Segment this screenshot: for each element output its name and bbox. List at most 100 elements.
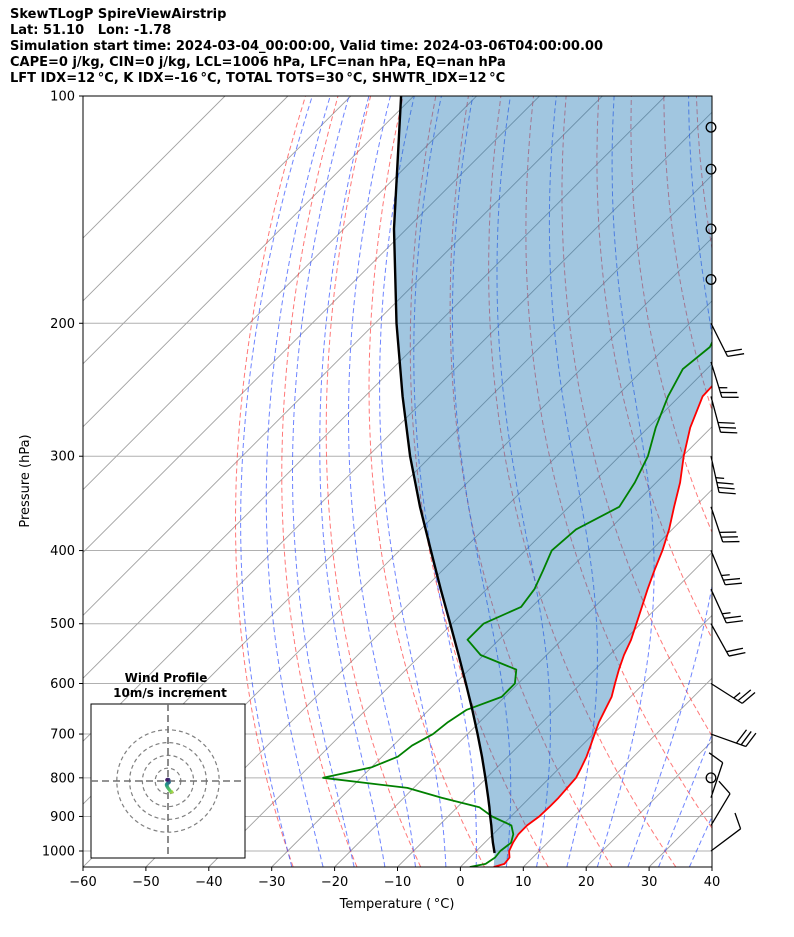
- y-tick-label: 500: [50, 617, 75, 632]
- barb-feather: [725, 582, 742, 586]
- dry-adiabat: [325, 96, 422, 867]
- y-tick-label: 300: [50, 450, 75, 465]
- y-axis-label: Pressure (hPa): [18, 434, 33, 527]
- barb-staff: [710, 762, 724, 798]
- wind-barb: [710, 682, 756, 704]
- chart-header: SkewTLogP SpireViewAirstrip Lat: 51.10 L…: [10, 7, 603, 87]
- dry-adiabat: [663, 96, 712, 412]
- x-tick-label: 10: [515, 875, 532, 890]
- barb-staff: [710, 623, 730, 657]
- wind-barb: [705, 223, 717, 235]
- wind-barb: [710, 812, 742, 852]
- barb-feather: [708, 752, 724, 764]
- wind-barb: [705, 163, 717, 175]
- moist-adiabat: [348, 96, 416, 867]
- axes: −60 −50 −40 −30 −20 −10 0 10 20 30 40 100 200 300 400 5…: [42, 90, 720, 891]
- isotherm-line: [83, 96, 477, 491]
- dry-adiabat: [368, 96, 485, 867]
- isotherm-line: [711, 866, 712, 867]
- barb-staff: [710, 588, 727, 624]
- plot-area: [83, 96, 794, 867]
- isotherm-line: [334, 488, 712, 867]
- hodograph-title: Wind Profile: [125, 671, 208, 685]
- chart-title: SkewTLogP SpireViewAirstrip: [10, 7, 227, 22]
- isotherm-line: [83, 96, 666, 679]
- x-tick-label: −60: [69, 875, 96, 890]
- barb-feather: [735, 729, 748, 744]
- calm-wind-marker: [705, 121, 717, 133]
- barb-feather: [724, 615, 741, 619]
- dry-adiabat: [762, 96, 794, 867]
- dry-adiabat: [281, 96, 358, 867]
- wind-barb: [710, 623, 746, 657]
- barb-feather: [718, 780, 731, 795]
- barb-feather: [716, 481, 734, 485]
- wind-barb: [705, 274, 717, 285]
- cin-shaded-area: [394, 96, 712, 867]
- barb-feather: [718, 491, 736, 495]
- barb-feather: [740, 731, 752, 746]
- dry-adiabat: [596, 96, 712, 640]
- hodograph-inner: [91, 704, 245, 858]
- dry-adiabat: [488, 96, 677, 867]
- isotherm-line: [522, 677, 712, 867]
- x-tick-label: −50: [132, 875, 159, 890]
- moist-adiabat: [548, 96, 598, 867]
- moist-adiabat: [451, 96, 512, 867]
- barb-feather: [717, 486, 735, 490]
- cape-text: CAPE=0 j/kg, CIN=0 j/kg, LCL=1006 hPa, L…: [10, 55, 506, 70]
- x-tick-label: −30: [258, 875, 285, 890]
- wind-barbs: [705, 121, 757, 852]
- isotherm-line: [208, 363, 712, 867]
- moist-adiabat: [413, 96, 477, 867]
- barb-feather: [741, 692, 756, 704]
- calm-wind-marker: [705, 223, 717, 235]
- moist-adiabat: [596, 96, 655, 867]
- barb-feather: [723, 577, 741, 581]
- barb-staff: [710, 322, 729, 357]
- barb-half-feather: [733, 692, 741, 699]
- time-text: Simulation start time: 2024-03-04_00:00:…: [10, 39, 603, 54]
- calm-wind-marker: [705, 163, 717, 175]
- barb-staff: [710, 793, 731, 826]
- wind-barb: [710, 361, 739, 398]
- calm-wind-marker: [705, 772, 717, 784]
- wind-barb: [710, 456, 736, 495]
- isotherm-line: [145, 300, 712, 867]
- location-text: Lat: 51.10 Lon: -1.78: [10, 23, 172, 38]
- moist-adiabat: [319, 96, 386, 867]
- wind-barb: [710, 322, 745, 358]
- x-tick-label: −20: [321, 875, 348, 890]
- dry-adiabat: [561, 96, 712, 737]
- barb-staff: [710, 682, 743, 704]
- barb-feather: [737, 689, 752, 702]
- temperature-line: [493, 384, 712, 867]
- barb-feather: [720, 431, 738, 434]
- barb-staff: [710, 506, 724, 543]
- isotherm-line: [83, 96, 226, 239]
- dry-adiabat: [729, 96, 794, 867]
- barb-half-feather: [721, 574, 730, 577]
- dry-adiabat: [235, 96, 306, 867]
- isotherm-line: [775, 96, 794, 867]
- wind-barb: [710, 396, 738, 434]
- isotherm-line: [83, 96, 540, 554]
- wind-barb: [710, 729, 757, 748]
- wind-barb: [705, 121, 717, 133]
- barb-feather: [728, 652, 746, 657]
- wind-barb: [710, 550, 742, 586]
- x-tick-label: −10: [384, 875, 411, 890]
- barb-half-feather: [722, 612, 731, 615]
- barb-staff: [710, 361, 723, 398]
- moist-adiabat: [496, 96, 551, 867]
- x-axis-label: Temperature ( °C): [339, 897, 455, 912]
- y-tick-label: 900: [50, 810, 75, 825]
- barb-feather: [726, 620, 744, 624]
- barb-half-feather: [715, 477, 725, 480]
- moist-adiabat: [658, 732, 712, 867]
- wind-barb: [710, 780, 731, 826]
- barb-feather: [725, 348, 742, 353]
- isotherm-line: [83, 111, 712, 742]
